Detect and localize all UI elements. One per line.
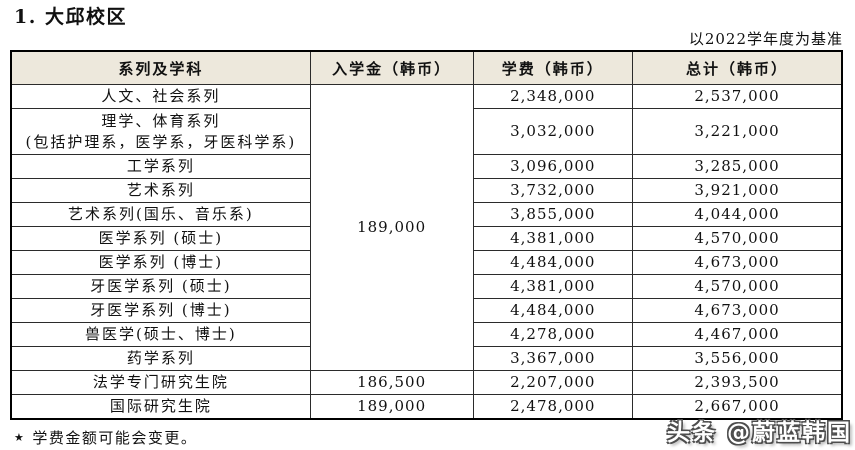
total-cell: 4,467,000 — [632, 322, 843, 347]
dept-cell: 人文、社会系列 — [10, 84, 311, 109]
column-header-tuition: 学费（韩币） — [472, 50, 634, 85]
table-row: 理学、体育系列 (包括护理系，医学系，牙医科学系) 3,032,000 3,22… — [10, 108, 843, 155]
baseline-note: 以2022学年度为基准 — [688, 30, 843, 48]
total-cell: 2,537,000 — [632, 84, 843, 109]
total-cell: 2,667,000 — [632, 394, 843, 420]
tuition-cell: 4,484,000 — [472, 250, 634, 275]
table-row: 兽医学(硕士、博士) 4,278,000 4,467,000 — [10, 322, 843, 347]
table-row: 艺术系列(国乐、音乐系) 3,855,000 4,044,000 — [10, 202, 843, 227]
tuition-cell: 2,207,000 — [472, 370, 634, 395]
table-row: 法学专门研究生院 186,500 2,207,000 2,393,500 — [10, 370, 843, 395]
total-cell: 3,221,000 — [632, 108, 843, 155]
tuition-cell: 3,855,000 — [472, 202, 634, 227]
total-cell: 3,285,000 — [632, 154, 843, 179]
total-cell: 3,921,000 — [632, 178, 843, 203]
total-cell: 4,570,000 — [632, 274, 843, 299]
admission-fee-merged-cell: 189,000 — [309, 84, 474, 371]
total-cell: 4,044,000 — [632, 202, 843, 227]
tuition-fee-table: 系列及学科 入学金（韩币） 学费（韩币） 总计（韩币） 人文、社会系列 189,… — [10, 50, 843, 420]
tuition-cell: 3,367,000 — [472, 346, 634, 371]
dept-cell: 牙医学系列 (硕士) — [10, 274, 311, 299]
tuition-cell: 3,032,000 — [472, 108, 634, 155]
tuition-cell: 4,484,000 — [472, 298, 634, 323]
page-title: 1. 大邱校区 — [14, 6, 127, 28]
tuition-cell: 2,478,000 — [472, 394, 634, 420]
table-row: 牙医学系列 (博士) 4,484,000 4,673,000 — [10, 298, 843, 323]
tuition-cell: 4,278,000 — [472, 322, 634, 347]
table-row: 医学系列 (博士) 4,484,000 4,673,000 — [10, 250, 843, 275]
table-header-row: 系列及学科 入学金（韩币） 学费（韩币） 总计（韩币） — [10, 50, 843, 85]
total-cell: 4,570,000 — [632, 226, 843, 251]
dept-sub-label: (包括护理系，医学系，牙医科学系) — [25, 132, 297, 151]
total-cell: 3,556,000 — [632, 346, 843, 371]
total-cell: 2,393,500 — [632, 370, 843, 395]
tuition-cell: 3,096,000 — [472, 154, 634, 179]
dept-label: 理学、体育系列 — [101, 111, 221, 130]
star-icon: ★ — [14, 431, 26, 444]
dept-cell: 艺术系列(国乐、音乐系) — [10, 202, 311, 227]
dept-cell: 医学系列 (博士) — [10, 250, 311, 275]
tuition-cell: 2,348,000 — [472, 84, 634, 109]
total-cell: 4,673,000 — [632, 298, 843, 323]
footnote-text: 学费金额可能会变更。 — [32, 429, 198, 447]
table-row: 工学系列 3,096,000 3,285,000 — [10, 154, 843, 179]
table-row: 人文、社会系列 189,000 2,348,000 2,537,000 — [10, 84, 843, 371]
total-cell: 4,673,000 — [632, 250, 843, 275]
tuition-cell: 4,381,000 — [472, 274, 634, 299]
column-header-dept: 系列及学科 — [10, 50, 311, 85]
admission-fee-cell: 186,500 — [309, 370, 474, 395]
dept-cell: 国际研究生院 — [10, 394, 311, 420]
dept-cell: 法学专门研究生院 — [10, 370, 311, 395]
column-header-admission: 入学金（韩币） — [309, 50, 474, 85]
dept-cell: 医学系列 (硕士) — [10, 226, 311, 251]
dept-cell: 兽医学(硕士、博士) — [10, 322, 311, 347]
dept-cell: 理学、体育系列 (包括护理系，医学系，牙医科学系) — [10, 108, 311, 155]
watermark: 头条 @蔚蓝韩国 — [666, 420, 852, 446]
footnote: ★ 学费金额可能会变更。 — [14, 427, 855, 448]
dept-cell: 工学系列 — [10, 154, 311, 179]
tuition-cell: 3,732,000 — [472, 178, 634, 203]
tuition-cell: 4,381,000 — [472, 226, 634, 251]
admission-fee-cell: 189,000 — [309, 394, 474, 420]
dept-cell: 药学系列 — [10, 346, 311, 371]
dept-cell: 艺术系列 — [10, 178, 311, 203]
column-header-total: 总计（韩币） — [632, 50, 843, 85]
table-row: 国际研究生院 189,000 2,478,000 2,667,000 — [10, 394, 843, 420]
dept-cell: 牙医学系列 (博士) — [10, 298, 311, 323]
